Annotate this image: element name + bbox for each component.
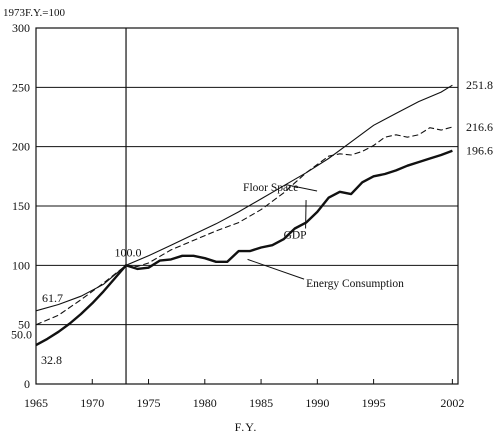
x-tick-label-2002: 2002 bbox=[440, 396, 464, 410]
x-tick-label-1985: 1985 bbox=[249, 396, 273, 410]
plot-frame bbox=[35, 27, 459, 385]
x-tick-label-1980: 1980 bbox=[193, 396, 217, 410]
x-tick-label-1995: 1995 bbox=[362, 396, 386, 410]
y-tick-label-300: 300 bbox=[12, 21, 30, 35]
axis-labels: 0 50 100 150 200 250 300 1965 1970 1975 1980 1985 19… bbox=[12, 21, 464, 410]
x-tick-label-1970: 1970 bbox=[80, 396, 104, 410]
value-label-196-6: 196.6 bbox=[466, 144, 493, 158]
annotation-label-gdp: GDP bbox=[284, 229, 307, 241]
y-tick-label-100: 100 bbox=[12, 258, 30, 272]
series-line-floor-space bbox=[35, 84, 453, 312]
annotation-leader-gdp bbox=[305, 200, 307, 229]
y-tick-label-150: 150 bbox=[12, 199, 30, 213]
y-tick-label-0: 0 bbox=[24, 377, 30, 391]
value-label-50-0: 50.0 bbox=[11, 328, 32, 342]
x-tick-label-1990: 1990 bbox=[305, 396, 329, 410]
annotation-label-floor-space: Floor Space bbox=[243, 182, 298, 194]
series-lines bbox=[35, 84, 453, 347]
value-label-32-8: 32.8 bbox=[41, 353, 62, 367]
x-axis-title: F.Y. bbox=[235, 420, 258, 434]
x-tick-label-1965: 1965 bbox=[24, 396, 48, 410]
series-line-energy-consumption bbox=[35, 149, 453, 347]
annotations: Floor Space GDP Energy Consumption 61.7 50.0… bbox=[11, 78, 493, 367]
value-label-216-6: 216.6 bbox=[466, 120, 493, 134]
y-tick-label-250: 250 bbox=[12, 80, 30, 94]
value-label-61-7: 61.7 bbox=[42, 291, 63, 305]
y-tick-label-50: 50 bbox=[18, 318, 30, 332]
y-tick-label-200: 200 bbox=[12, 140, 30, 154]
value-label-100-0: 100.0 bbox=[115, 245, 142, 259]
annotation-leader-floor-space bbox=[285, 184, 318, 192]
value-label-251-8: 251.8 bbox=[466, 78, 493, 92]
annotation-leader-energy-consumption bbox=[247, 258, 305, 280]
annotation-label-energy-consumption: Energy Consumption bbox=[306, 278, 404, 290]
grid-lines bbox=[36, 28, 458, 384]
x-tick-label-1975: 1975 bbox=[137, 396, 161, 410]
y-axis-unit-label: 1973F.Y.=100 bbox=[3, 7, 65, 19]
